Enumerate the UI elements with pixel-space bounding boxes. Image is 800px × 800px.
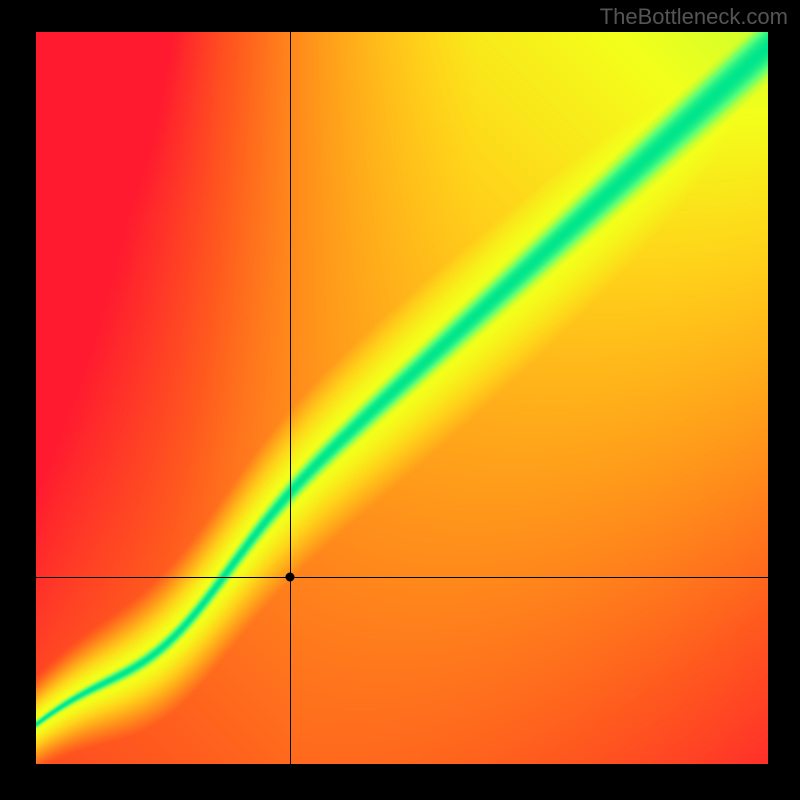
watermark-text: TheBottleneck.com <box>600 4 788 30</box>
chart-container: TheBottleneck.com <box>0 0 800 800</box>
plot-area <box>36 32 768 764</box>
heatmap-canvas <box>36 32 768 764</box>
crosshair-vertical <box>290 32 291 764</box>
crosshair-horizontal <box>36 577 768 578</box>
crosshair-marker <box>286 572 295 581</box>
